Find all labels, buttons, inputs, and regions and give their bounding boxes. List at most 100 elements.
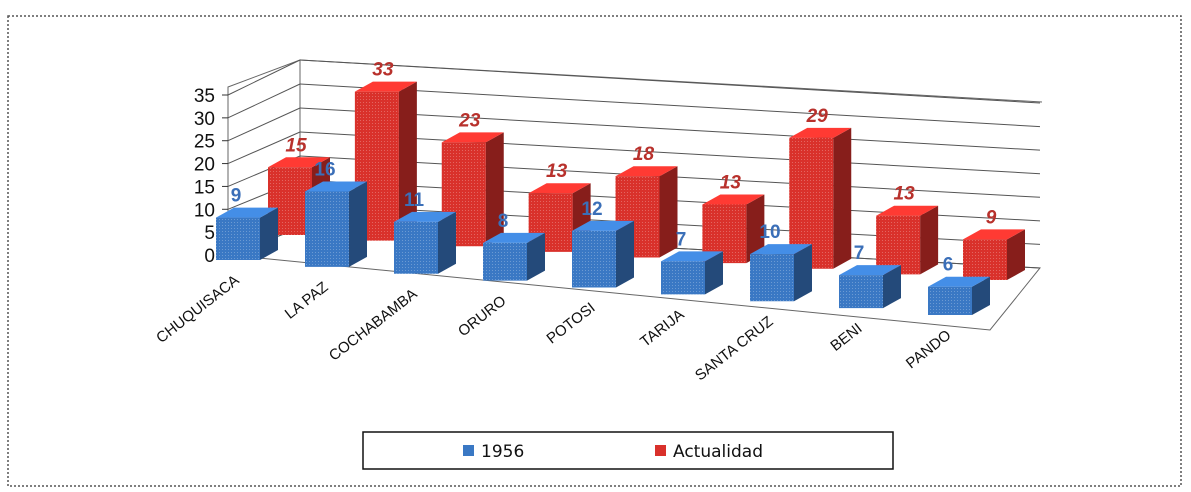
bar-top-face [839, 265, 901, 276]
bar-top-face [268, 157, 330, 168]
data-label-1956: 7 [676, 229, 687, 250]
bar-1956 [750, 244, 812, 302]
bar-side-face [705, 251, 723, 295]
bar-side-face [920, 205, 939, 275]
bar-top-face [928, 276, 990, 287]
data-label-actualidad: 33 [372, 60, 394, 81]
bar-1956 [572, 220, 634, 288]
data-label-actualidad: 13 [546, 161, 568, 182]
bar-actualidad [615, 166, 678, 258]
bar-1956 [216, 207, 278, 260]
bar-side-face [438, 211, 456, 274]
gridline-side [227, 107, 301, 142]
data-label-1956: 10 [759, 222, 780, 243]
bar-texture [750, 254, 794, 302]
bar-1956 [394, 211, 456, 274]
y-tick-label: 25 [194, 132, 215, 153]
gridline [299, 83, 1041, 128]
bar-1956 [483, 232, 545, 281]
data-label-actualidad: 23 [458, 110, 481, 131]
legend-label: 1956 [481, 442, 524, 462]
bar-texture [394, 221, 438, 274]
data-labels: 15 33 23 13 18 13 29 13 9 9 16 11 8 12 7 10 7 6 [231, 60, 997, 276]
bar-texture [928, 286, 972, 315]
bar-top-face [483, 232, 545, 243]
bar-side-face [485, 132, 504, 247]
bar-top-face [394, 211, 456, 222]
bar-texture [305, 191, 349, 267]
gridline [299, 59, 1041, 104]
bar-side-face [746, 194, 765, 264]
bar-top-face [354, 81, 417, 92]
bar-side-face [527, 232, 545, 281]
gridline-side [227, 131, 301, 165]
gridline-side [227, 59, 301, 96]
bar-top-face [876, 205, 939, 216]
bar-top-face [750, 244, 812, 255]
legend-swatch [463, 445, 474, 456]
y-tick-label: 15 [194, 177, 215, 198]
bar-side-face [349, 181, 367, 267]
legend-label: Actualidad [673, 442, 763, 462]
bar-top-face [615, 166, 678, 177]
bar-texture [876, 215, 921, 275]
bar-1956 [928, 276, 990, 315]
bar-side-face [260, 207, 278, 260]
bar-texture [661, 261, 705, 295]
bar-side-face [883, 265, 901, 309]
y-tick-label: 20 [194, 155, 215, 176]
data-label-actualidad: 29 [806, 106, 829, 127]
bar-top-face [216, 207, 278, 218]
bar-top-face [963, 229, 1025, 240]
bar-texture [572, 230, 616, 288]
bar-side-face [972, 276, 990, 315]
bar-top-face [572, 220, 634, 231]
bar-side-face [794, 244, 812, 302]
data-label-actualidad: 15 [285, 135, 307, 156]
bar-side-face [398, 81, 417, 241]
data-label-1956: 11 [404, 190, 425, 211]
bar-texture [483, 242, 527, 281]
bar-1956 [305, 181, 367, 267]
bar-top-face [702, 194, 765, 205]
y-tick-label: 35 [194, 86, 215, 107]
bar-actualidad [963, 229, 1025, 280]
bar-1956 [661, 251, 723, 295]
y-tick-label: 0 [204, 246, 215, 267]
bar-side-face [1007, 229, 1025, 280]
data-label-actualidad: 18 [633, 144, 655, 165]
legend-swatch [655, 445, 666, 456]
bar-side-face [659, 166, 678, 258]
bar-top-face [305, 181, 367, 192]
bar-top-face [528, 183, 591, 194]
bar-texture [963, 239, 1007, 280]
gridline-side [227, 83, 301, 119]
data-label-1956: 16 [314, 159, 335, 180]
gridline [299, 131, 1041, 175]
bars [216, 81, 1025, 315]
bar-top-face [661, 251, 723, 262]
gridline [299, 107, 1041, 151]
data-label-actualidad: 9 [986, 207, 997, 228]
data-label-1956: 6 [943, 255, 954, 276]
legend: 1956 Actualidad [362, 431, 894, 470]
bar-actualidad [876, 205, 939, 275]
y-tick-label: 5 [204, 223, 215, 244]
bar-side-face [616, 220, 634, 288]
bar-actualidad [441, 132, 504, 247]
bar-texture [216, 217, 260, 260]
bar-1956 [839, 265, 901, 309]
y-tick-label: 30 [194, 109, 215, 130]
bar-side-face [833, 127, 852, 269]
data-label-1956: 8 [498, 211, 509, 232]
data-label-1956: 9 [231, 186, 242, 207]
data-label-actualidad: 13 [720, 172, 742, 193]
data-label-actualidad: 13 [894, 184, 916, 205]
data-label-1956: 12 [581, 199, 602, 220]
bar-texture [839, 275, 883, 309]
y-tick-label: 10 [194, 200, 215, 221]
legend-box [362, 431, 894, 470]
